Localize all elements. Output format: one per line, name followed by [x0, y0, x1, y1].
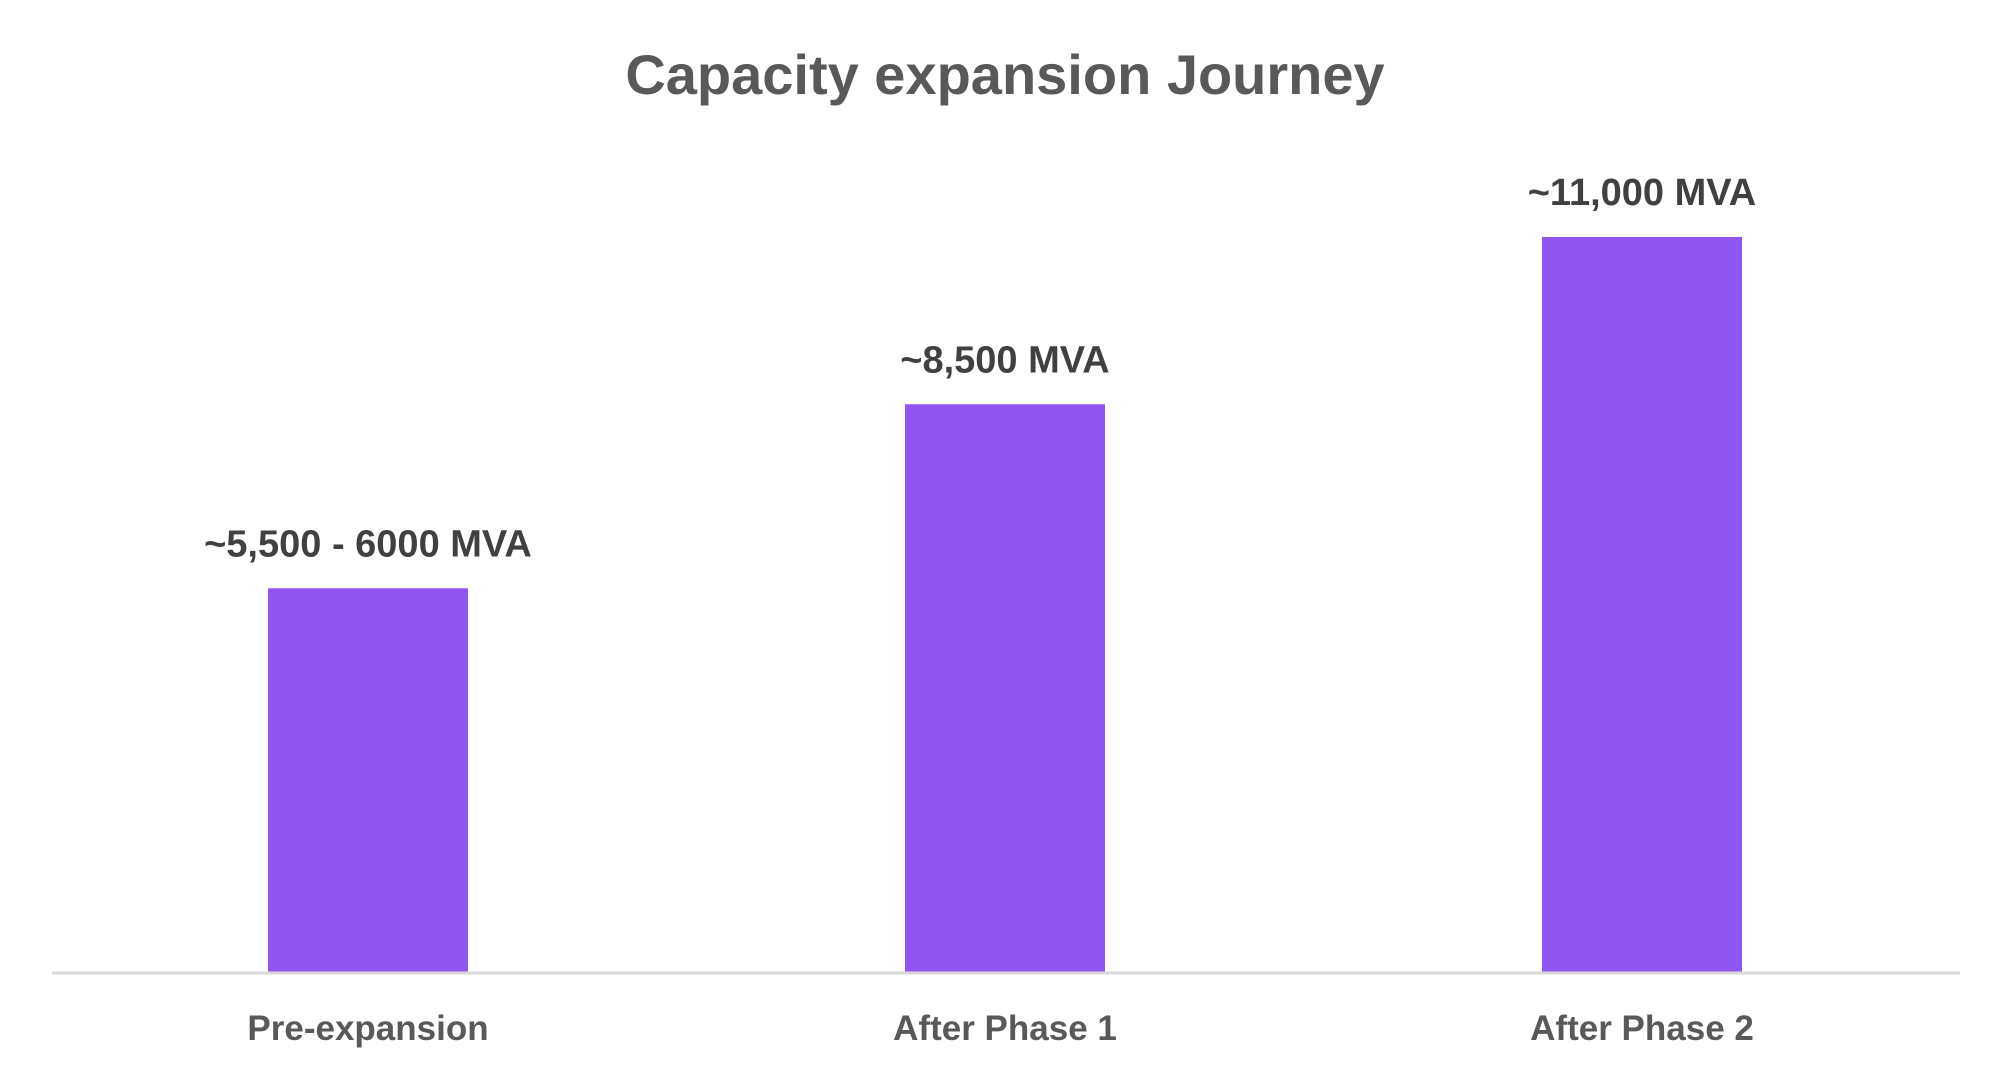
x-tick-label-pre-expansion: Pre-expansion	[247, 1009, 488, 1048]
bar-after-phase-2	[1542, 237, 1742, 973]
x-tick-labels-group: Pre-expansion After Phase 1 After Phase 2	[247, 1009, 1753, 1048]
x-tick-label-after-phase-2: After Phase 2	[1530, 1009, 1754, 1048]
bar-after-phase-1	[905, 404, 1105, 974]
data-label-pre-expansion: ~5,500 - 6000 MVA	[204, 523, 532, 565]
bar-pre-expansion	[268, 588, 468, 973]
data-label-after-phase-2: ~11,000 MVA	[1528, 172, 1757, 214]
x-tick-label-after-phase-1: After Phase 1	[893, 1009, 1117, 1048]
data-labels-group: ~5,500 - 6000 MVA ~8,500 MVA ~11,000 MVA	[204, 172, 1756, 565]
bars-group	[268, 237, 1742, 974]
data-label-after-phase-1: ~8,500 MVA	[900, 339, 1109, 381]
chart-title: Capacity expansion Journey	[625, 43, 1384, 106]
